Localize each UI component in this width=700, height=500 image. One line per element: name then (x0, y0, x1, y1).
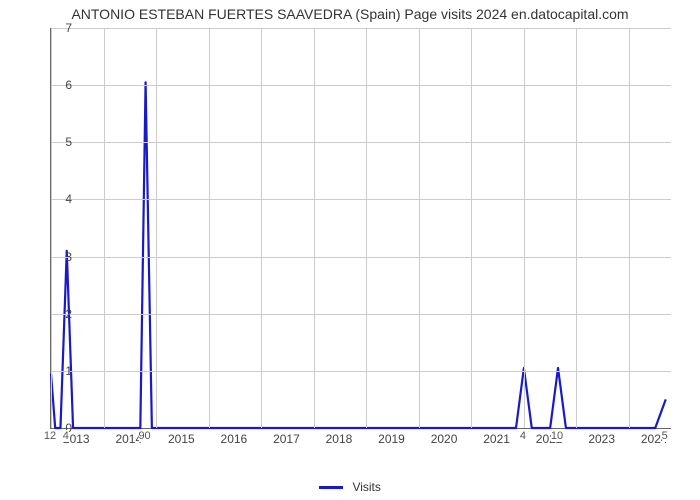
x-tick-label: 2017 (273, 432, 300, 446)
value-label: 4 (63, 430, 69, 442)
chart-title: ANTONIO ESTEBAN FUERTES SAAVEDRA (Spain)… (0, 0, 700, 22)
gridline-v (366, 28, 367, 428)
x-tick-label: 2019 (378, 432, 405, 446)
visits-line (51, 82, 666, 428)
y-tick-label: 5 (52, 135, 72, 149)
x-tick-label: 2016 (221, 432, 248, 446)
chart-container: ANTONIO ESTEBAN FUERTES SAAVEDRA (Spain)… (0, 0, 700, 500)
y-tick-label: 3 (52, 250, 72, 264)
value-label: 5 (662, 430, 668, 442)
gridline-v (524, 28, 525, 428)
gridline-v (261, 28, 262, 428)
gridline-v (104, 28, 105, 428)
gridline-v (471, 28, 472, 428)
gridline-v (314, 28, 315, 428)
y-tick-label: 6 (52, 78, 72, 92)
x-tick-label: 2023 (588, 432, 615, 446)
gridline-h (51, 142, 671, 143)
legend-label: Visits (352, 480, 380, 494)
x-tick-label: 2015 (168, 432, 195, 446)
gridline-h (51, 85, 671, 86)
gridline-v (209, 28, 210, 428)
line-series (51, 28, 671, 428)
value-label: 90 (138, 430, 150, 442)
value-label: 12 (44, 430, 56, 442)
y-tick-label: 4 (52, 192, 72, 206)
gridline-v (629, 28, 630, 428)
chart-area (50, 28, 670, 428)
gridline-h (51, 28, 671, 29)
plot-region (50, 28, 671, 429)
x-tick-label: 2021 (483, 432, 510, 446)
gridline-h (51, 314, 671, 315)
y-tick-label: 1 (52, 364, 72, 378)
value-label: 4 (520, 430, 526, 442)
gridline-h (51, 199, 671, 200)
gridline-v (419, 28, 420, 428)
value-label: 10 (551, 430, 563, 442)
gridline-h (51, 257, 671, 258)
y-tick-label: 7 (52, 21, 72, 35)
y-tick-label: 2 (52, 307, 72, 321)
gridline-h (51, 371, 671, 372)
gridline-v (576, 28, 577, 428)
x-tick-label: 2020 (431, 432, 458, 446)
legend: Visits (0, 480, 700, 494)
legend-swatch (319, 486, 343, 489)
gridline-v (156, 28, 157, 428)
x-tick-label: 2018 (326, 432, 353, 446)
